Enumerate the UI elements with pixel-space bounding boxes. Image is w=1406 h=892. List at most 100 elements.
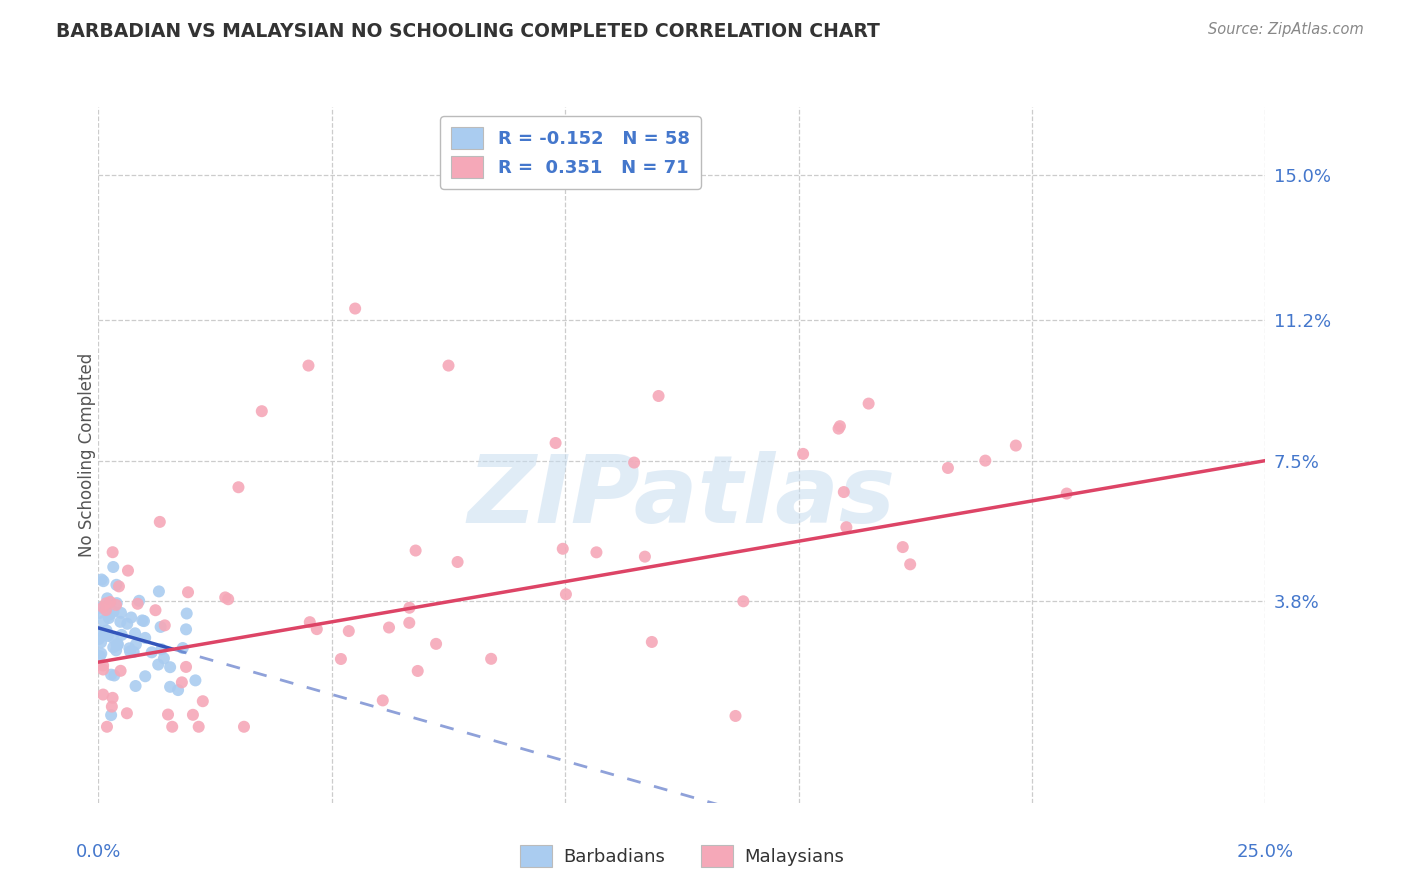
Point — [107, 637, 129, 651]
Point — [172, 641, 194, 656]
Point — [827, 422, 849, 436]
Point — [96, 720, 118, 734]
Point — [128, 594, 150, 608]
Point — [134, 631, 156, 645]
Point — [105, 643, 128, 657]
Point — [159, 660, 181, 674]
Point — [141, 645, 163, 659]
Point — [153, 618, 176, 632]
Point — [94, 596, 117, 610]
Point — [371, 693, 394, 707]
Point — [337, 624, 360, 638]
Point — [101, 699, 124, 714]
Point — [103, 605, 125, 619]
Point — [149, 620, 172, 634]
Point — [298, 615, 321, 630]
Point — [91, 658, 114, 673]
Point — [160, 720, 183, 734]
Point — [585, 545, 607, 559]
Point — [479, 652, 502, 666]
Point — [105, 578, 128, 592]
Point — [148, 657, 170, 672]
Point — [398, 615, 420, 630]
Point — [90, 647, 112, 661]
Point — [181, 707, 204, 722]
Point — [647, 389, 669, 403]
Point — [329, 652, 352, 666]
Point — [936, 461, 959, 475]
Point — [425, 637, 447, 651]
Point — [974, 453, 997, 467]
Point — [228, 480, 250, 494]
Point — [555, 587, 578, 601]
Point — [118, 641, 141, 656]
Point — [87, 632, 110, 646]
Point — [250, 404, 273, 418]
Point — [131, 614, 153, 628]
Point — [89, 649, 111, 664]
Point — [108, 579, 131, 593]
Text: 25.0%: 25.0% — [1237, 843, 1294, 861]
Point — [724, 709, 747, 723]
Point — [446, 555, 468, 569]
Point — [122, 645, 145, 659]
Point — [297, 359, 319, 373]
Point — [898, 558, 921, 572]
Point — [97, 611, 120, 625]
Point — [148, 584, 170, 599]
Point — [117, 564, 139, 578]
Point — [111, 628, 134, 642]
Point — [641, 635, 664, 649]
Point — [93, 574, 115, 589]
Point — [96, 624, 118, 638]
Point — [406, 664, 429, 678]
Y-axis label: No Schooling Completed: No Schooling Completed — [79, 353, 96, 557]
Point — [93, 628, 115, 642]
Point — [103, 640, 125, 655]
Point — [115, 616, 138, 631]
Point — [167, 683, 190, 698]
Point — [184, 673, 207, 688]
Point — [115, 706, 138, 721]
Point — [134, 669, 156, 683]
Point — [124, 679, 146, 693]
Text: BARBADIAN VS MALAYSIAN NO SCHOOLING COMPLETED CORRELATION CHART: BARBADIAN VS MALAYSIAN NO SCHOOLING COMP… — [56, 22, 880, 41]
Point — [110, 664, 132, 678]
Point — [170, 675, 193, 690]
Point — [132, 614, 155, 628]
Point — [91, 688, 114, 702]
Point — [91, 600, 114, 615]
Point — [118, 644, 141, 658]
Text: ZIPatlas: ZIPatlas — [468, 450, 896, 542]
Point — [437, 359, 460, 373]
Point — [100, 667, 122, 681]
Point — [398, 600, 420, 615]
Point — [156, 707, 179, 722]
Point — [858, 396, 880, 410]
Point — [233, 720, 256, 734]
Point — [405, 543, 427, 558]
Point — [835, 520, 858, 534]
Point — [105, 596, 128, 610]
Point — [344, 301, 367, 316]
Point — [828, 419, 851, 434]
Point — [127, 597, 149, 611]
Point — [1056, 486, 1078, 500]
Point — [305, 622, 328, 636]
Point — [150, 642, 173, 657]
Point — [105, 638, 128, 652]
Point — [103, 560, 125, 574]
Point — [159, 680, 181, 694]
Point — [634, 549, 657, 564]
Point — [101, 690, 124, 705]
Point — [90, 635, 112, 649]
Point — [103, 668, 125, 682]
Point — [110, 615, 132, 629]
Point — [125, 637, 148, 651]
Point — [97, 629, 120, 643]
Point — [98, 595, 121, 609]
Point — [89, 606, 111, 620]
Text: 0.0%: 0.0% — [76, 843, 121, 861]
Text: Source: ZipAtlas.com: Source: ZipAtlas.com — [1208, 22, 1364, 37]
Point — [733, 594, 755, 608]
